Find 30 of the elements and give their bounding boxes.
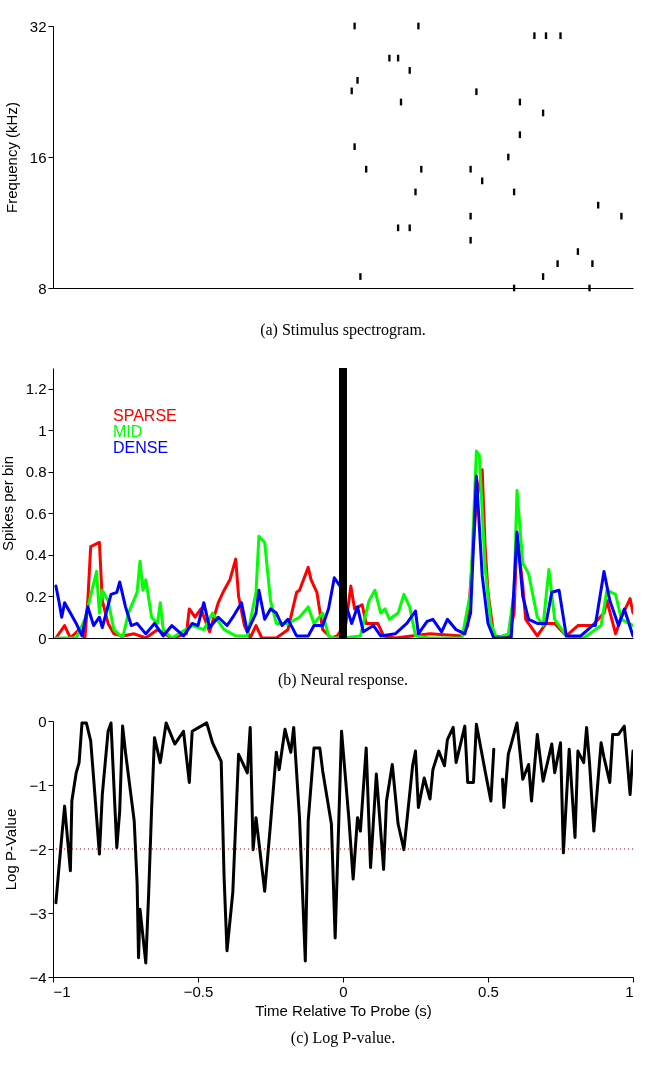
x-tick-label: 0.5 — [478, 982, 499, 1000]
y-tick-label: 0.8 — [25, 463, 47, 481]
y-tick-label: 8 — [38, 279, 47, 297]
y-tick-label: 0.4 — [25, 546, 47, 564]
y-axis-title: Log P-Value — [2, 808, 20, 891]
y-tick-label: 16 — [29, 148, 47, 166]
x-tick-label: 0 — [339, 982, 348, 1000]
y-axis-title: Spikes per bin — [0, 455, 16, 552]
x-axis-title: Time Relative To Probe (s) — [255, 1001, 432, 1019]
y-tick-label: 32 — [29, 17, 47, 35]
y-tick-label: 0.2 — [25, 587, 47, 605]
x-tick-label: −1 — [53, 982, 71, 1000]
y-tick-label: −2 — [29, 840, 47, 858]
y-tick-label: 0 — [38, 629, 47, 647]
y-tick-label: 0 — [38, 712, 47, 730]
text: DENSE — [113, 439, 169, 456]
text: (a) Stimulus spectrogram. — [260, 321, 426, 339]
y-tick-label: −4 — [29, 968, 47, 986]
y-tick-label: 1.2 — [25, 380, 47, 398]
y-tick-label: −3 — [29, 904, 47, 922]
y-tick-label: 0.6 — [25, 504, 47, 522]
text: (c) Log P-value. — [290, 1029, 396, 1047]
y-tick-label: −1 — [29, 776, 47, 794]
text: (b) Neural response. — [277, 671, 409, 689]
x-tick-label: −0.5 — [183, 982, 214, 1000]
text: MID — [113, 423, 143, 440]
text: SPARSE — [113, 407, 177, 424]
y-axis-title: Frequency (kHz) — [2, 102, 20, 213]
x-tick-label: 1 — [625, 982, 634, 1000]
y-tick-label: 1 — [38, 421, 47, 439]
